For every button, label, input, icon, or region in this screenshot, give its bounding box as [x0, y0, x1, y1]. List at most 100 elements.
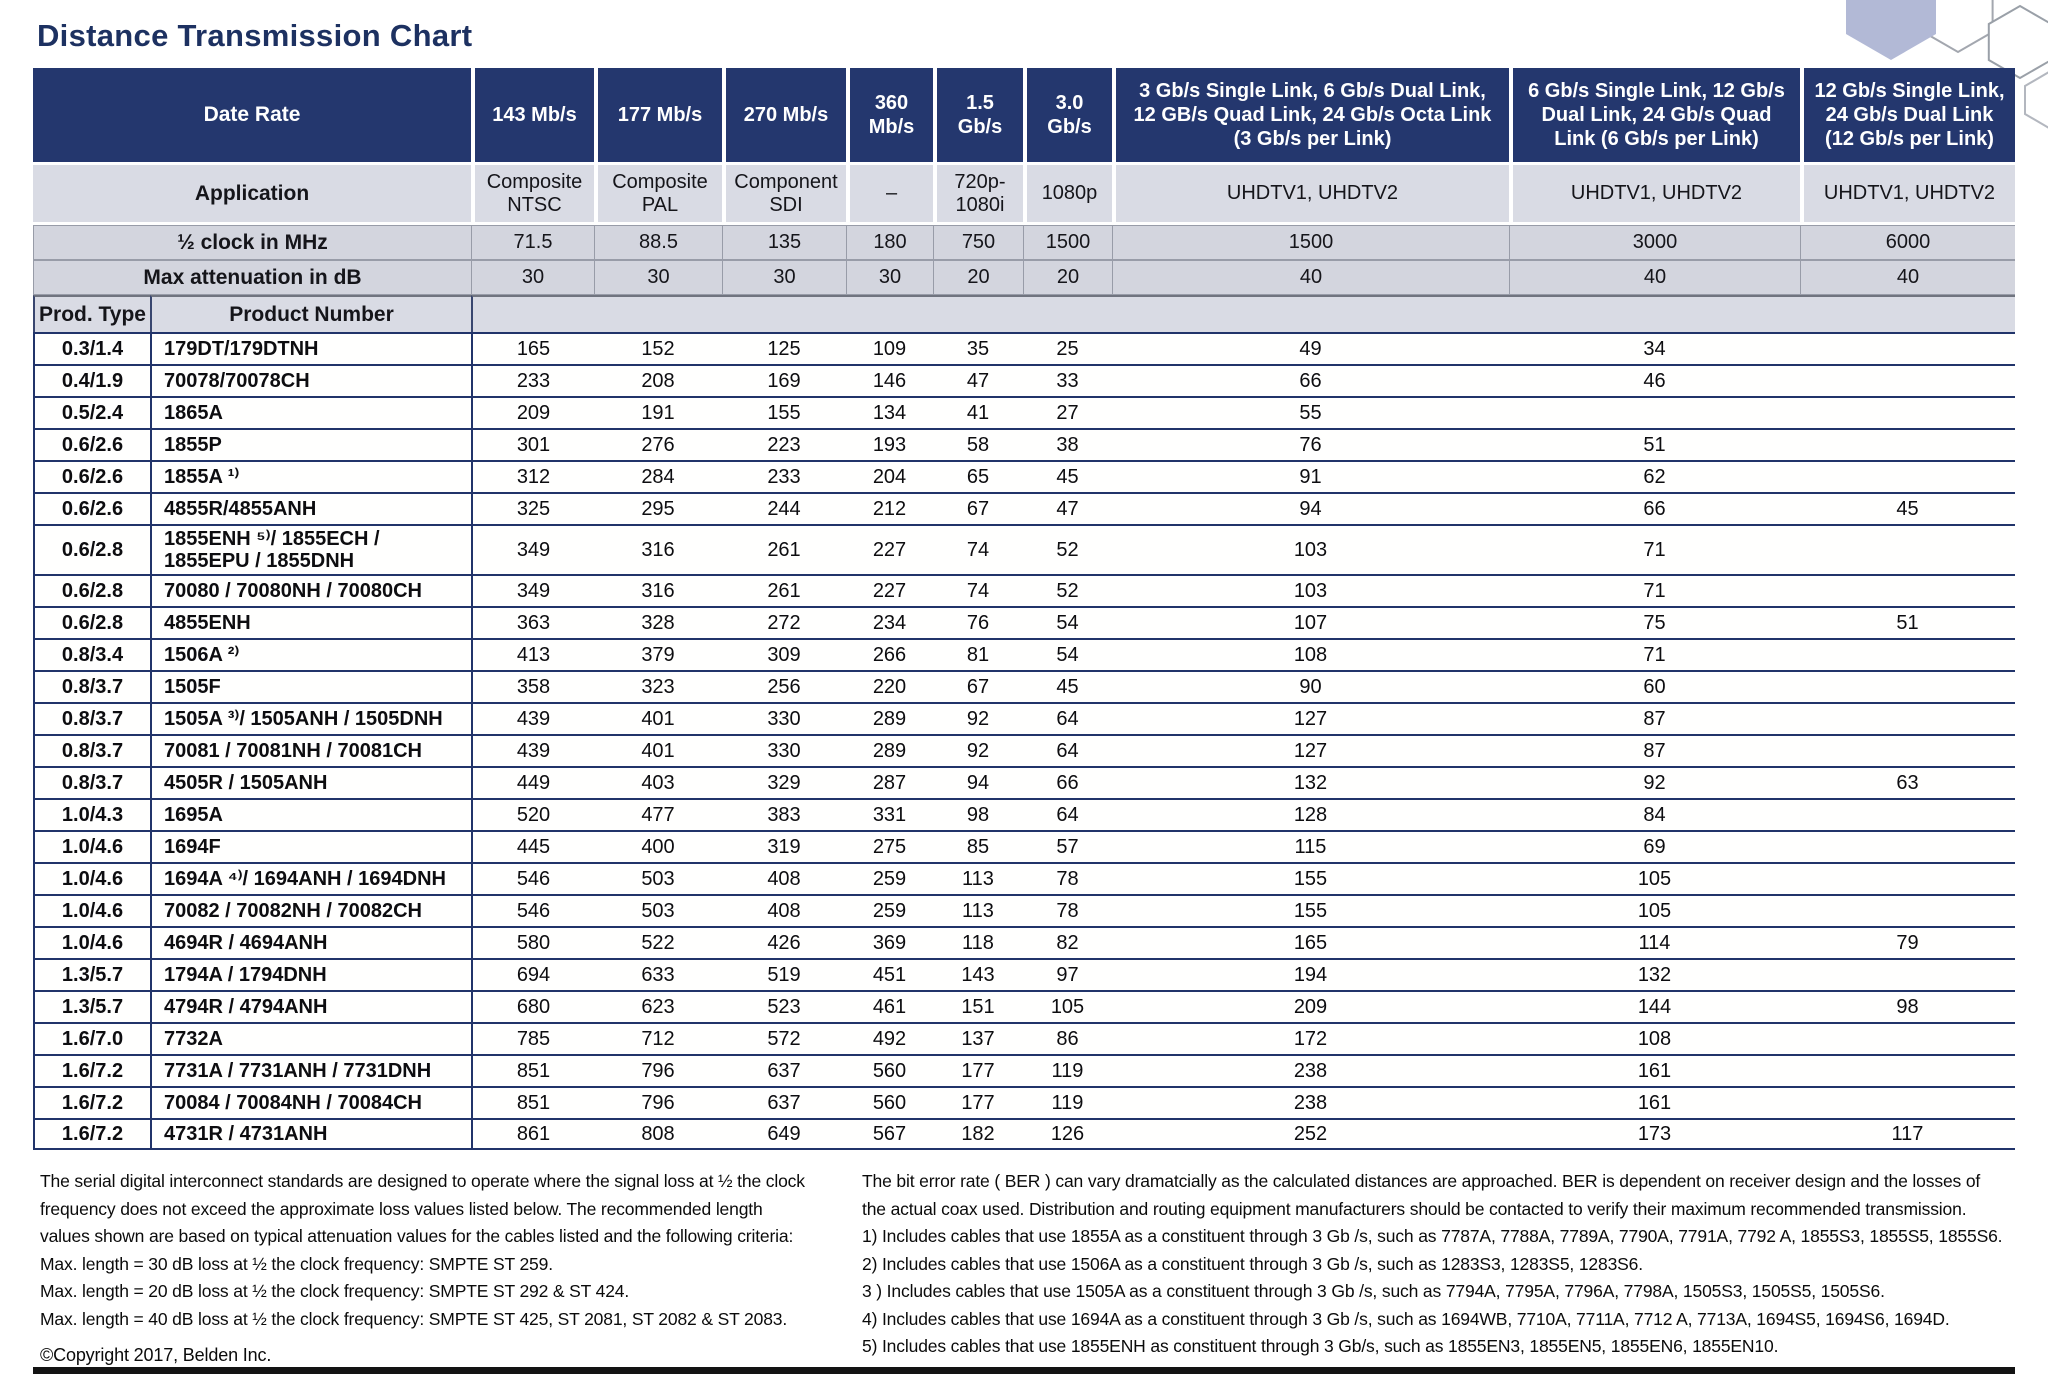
- product-number-cell: 1865A: [150, 396, 471, 428]
- footnote-left: The serial digital interconnect standard…: [40, 1168, 860, 1370]
- product-number-cell: 70081 / 70081NH / 70081CH: [150, 734, 471, 766]
- distance-value-cell: 519: [722, 958, 846, 990]
- half-clock-cell: 135: [722, 225, 846, 260]
- product-number-cell: 7731A / 7731ANH / 7731DNH: [150, 1054, 471, 1086]
- hexagon-outline-icon: [2024, 71, 2048, 129]
- distance-value-cell: 567: [846, 1118, 933, 1150]
- distance-value-cell: 276: [594, 428, 722, 460]
- prod-type-cell: 1.0/4.6: [33, 894, 150, 926]
- prod-type-cell: 1.0/4.6: [33, 830, 150, 862]
- distance-value-cell: 51: [1800, 606, 2015, 638]
- product-number-cell: 1505A ³⁾/ 1505ANH / 1505DNH: [150, 702, 471, 734]
- distance-value-cell: 796: [594, 1054, 722, 1086]
- distance-value-cell: 119: [1023, 1054, 1112, 1086]
- distance-value-cell: 312: [471, 460, 594, 492]
- distance-value-cell: 152: [594, 332, 722, 364]
- distance-value-cell: 114: [1509, 926, 1800, 958]
- distance-value-cell: 105: [1509, 862, 1800, 894]
- hexagon-decoration: [1846, 0, 2048, 129]
- footnote-left-lines: The serial digital interconnect standard…: [40, 1168, 860, 1333]
- table-row: 0.3/1.4 179DT/179DTNH 165 152 125 109 35 25 49 34: [33, 332, 2015, 364]
- distance-value-cell: 580: [471, 926, 594, 958]
- application-cell: Composite PAL: [594, 165, 722, 225]
- table-row: 0.5/2.4 1865A 209 191 155 134 41 27 55: [33, 396, 2015, 428]
- max-attenuation-label: Max attenuation in dB: [33, 260, 471, 295]
- max-attenuation-cell: 30: [722, 260, 846, 295]
- page-title: Distance Transmission Chart: [37, 18, 473, 53]
- distance-value-cell: 60: [1509, 670, 1800, 702]
- distance-value-cell: 55: [1112, 396, 1509, 428]
- distance-value-cell: 234: [846, 606, 933, 638]
- half-clock-cell: 750: [933, 225, 1023, 260]
- distance-value-cell: 227: [846, 524, 933, 574]
- max-attenuation-cell: 30: [471, 260, 594, 295]
- distance-value-cell: 623: [594, 990, 722, 1022]
- footnote-line: 4) Includes cables that use 1694A as a c…: [862, 1308, 1950, 1329]
- distance-value-cell: [1800, 734, 2015, 766]
- half-clock-row: ½ clock in MHz 71.5 88.5 135 180 750 150…: [33, 225, 2015, 260]
- distance-value-cell: 287: [846, 766, 933, 798]
- prod-type-cell: 0.8/3.7: [33, 702, 150, 734]
- distance-value-cell: [1800, 670, 2015, 702]
- distance-value-cell: 560: [846, 1054, 933, 1086]
- distance-value-cell: 76: [933, 606, 1023, 638]
- table-row: 0.6/2.6 1855A ¹⁾ 312 284 233 204 65 45 91 62: [33, 460, 2015, 492]
- distance-value-cell: 47: [1023, 492, 1112, 524]
- product-number-cell: 1794A / 1794DNH: [150, 958, 471, 990]
- prod-type-cell: 0.6/2.6: [33, 428, 150, 460]
- distance-value-cell: 209: [1112, 990, 1509, 1022]
- distance-value-cell: 105: [1509, 894, 1800, 926]
- distance-value-cell: 204: [846, 460, 933, 492]
- distance-value-cell: 91: [1112, 460, 1509, 492]
- rate-column-header: 3.0 Gb/s: [1023, 68, 1112, 165]
- distance-value-cell: 451: [846, 958, 933, 990]
- distance-value-cell: 74: [933, 574, 1023, 606]
- distance-value-cell: [1800, 958, 2015, 990]
- prod-type-cell: 0.6/2.6: [33, 460, 150, 492]
- distance-value-cell: 694: [471, 958, 594, 990]
- distance-value-cell: 117: [1800, 1118, 2015, 1150]
- distance-value-cell: 54: [1023, 606, 1112, 638]
- distance-value-cell: 637: [722, 1086, 846, 1118]
- distance-value-cell: 146: [846, 364, 933, 396]
- half-clock-cell: 88.5: [594, 225, 722, 260]
- rate-column-header: 1.5 Gb/s: [933, 68, 1023, 165]
- distance-value-cell: 54: [1023, 638, 1112, 670]
- distance-value-cell: 57: [1023, 830, 1112, 862]
- table-body: 0.3/1.4 179DT/179DTNH 165 152 125 109 35 25 49 34…: [33, 332, 2015, 1150]
- product-number-cell: 70082 / 70082NH / 70082CH: [150, 894, 471, 926]
- table-row: 1.6/7.2 7731A / 7731ANH / 7731DNH 851 796 63…: [33, 1054, 2015, 1086]
- distance-value-cell: [1509, 396, 1800, 428]
- footnote-line: 2) Includes cables that use 1506A as a c…: [862, 1253, 1643, 1274]
- bottom-rule: [33, 1367, 2015, 1374]
- prod-type-cell: 1.6/7.2: [33, 1054, 150, 1086]
- distance-value-cell: 316: [594, 524, 722, 574]
- product-header-row: Prod. Type Product Number: [33, 295, 2015, 332]
- distance-value-cell: 107: [1112, 606, 1509, 638]
- distance-value-cell: 808: [594, 1118, 722, 1150]
- application-cell: –: [846, 165, 933, 225]
- distance-value-cell: 82: [1023, 926, 1112, 958]
- distance-value-cell: 272: [722, 606, 846, 638]
- distance-value-cell: 177: [933, 1054, 1023, 1086]
- distance-value-cell: 209: [471, 396, 594, 428]
- distance-value-cell: 193: [846, 428, 933, 460]
- distance-value-cell: [1800, 428, 2015, 460]
- distance-value-cell: 66: [1023, 766, 1112, 798]
- distance-value-cell: 144: [1509, 990, 1800, 1022]
- max-attenuation-row: Max attenuation in dB 30 30 30 30 20 20 …: [33, 260, 2015, 295]
- distance-value-cell: 172: [1112, 1022, 1509, 1054]
- distance-value-cell: 115: [1112, 830, 1509, 862]
- distance-value-cell: 63: [1800, 766, 2015, 798]
- distance-value-cell: 155: [722, 396, 846, 428]
- distance-value-cell: 238: [1112, 1086, 1509, 1118]
- half-clock-cell: 3000: [1509, 225, 1800, 260]
- distance-value-cell: 330: [722, 702, 846, 734]
- product-number-label: Product Number: [150, 295, 471, 332]
- distance-value-cell: [1800, 894, 2015, 926]
- distance-value-cell: 66: [1509, 492, 1800, 524]
- distance-value-cell: 173: [1509, 1118, 1800, 1150]
- distance-value-cell: [1800, 862, 2015, 894]
- table-row: 1.0/4.6 1694F 445 400 319 275 85 57 115 69: [33, 830, 2015, 862]
- distance-value-cell: 633: [594, 958, 722, 990]
